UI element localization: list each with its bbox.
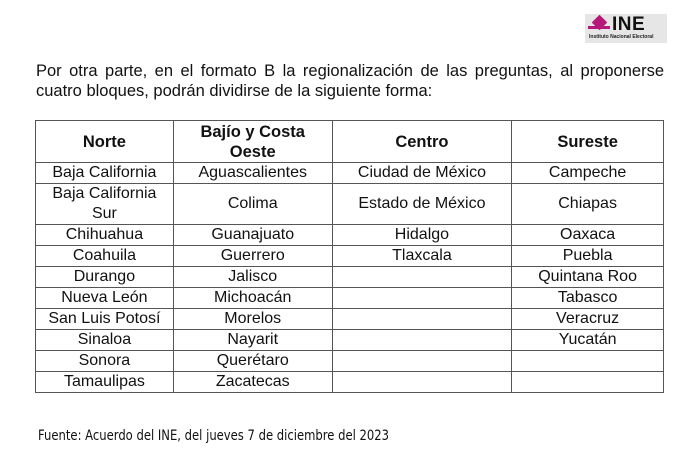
column-header: Bajío y Costa Oeste (172, 120, 333, 163)
table-cell: Quintana Roo (511, 266, 664, 288)
table-cell: Morelos (172, 308, 333, 330)
table-cell (331, 308, 513, 330)
table-cell: Baja California (35, 162, 174, 184)
column-header: Sureste (511, 120, 664, 163)
table-cell: Baja California Sur (35, 183, 174, 225)
intro-paragraph: Por otra parte, en el formato B la regio… (36, 62, 664, 100)
table-row: Baja California Aguascalientes Ciudad de M… (35, 162, 664, 184)
source-note: Fuente: Acuerdo del INE, del jueves 7 de… (38, 428, 390, 444)
regions-table: Norte Bajío y Costa Oeste Centro Sureste Ba… (35, 120, 664, 393)
table-row: Tamaulipas Zacatecas (35, 371, 664, 393)
table-cell: Veracruz (511, 308, 664, 330)
logo-subtitle: Instituto Nacional Electoral (589, 34, 654, 40)
table-cell: Ciudad de México (331, 162, 513, 184)
table-cell: Chihuahua (35, 224, 174, 246)
table-cell: Estado de México (331, 183, 513, 225)
table-cell (511, 350, 664, 372)
table-cell (331, 287, 513, 309)
table-cell: Guanajuato (172, 224, 333, 246)
table-header-row: Norte Bajío y Costa Oeste Centro Sureste (35, 120, 664, 163)
table-row: Durango Jalisco Quintana Roo (35, 266, 664, 288)
table-cell: Tamaulipas (35, 371, 174, 393)
table-cell (331, 266, 513, 288)
table-cell: Puebla (511, 245, 664, 267)
table-cell: Chiapas (511, 183, 664, 225)
table-cell: Querétaro (172, 350, 333, 372)
table-cell: Yucatán (511, 329, 664, 351)
table-cell: San Luis Potosí (35, 308, 174, 330)
table-cell: Campeche (511, 162, 664, 184)
table-cell: Tabasco (511, 287, 664, 309)
table-cell: Oaxaca (511, 224, 664, 246)
column-header: Norte (35, 120, 174, 163)
table-cell: Sinaloa (35, 329, 174, 351)
table-cell (331, 371, 513, 393)
table-cell: Nueva León (35, 287, 174, 309)
table-row: Nueva León Michoacán Tabasco (35, 287, 664, 309)
table-row: San Luis Potosí Morelos Veracruz (35, 308, 664, 330)
table-row: Baja California Sur Colima Estado de Méxic… (35, 183, 664, 225)
table-cell: Jalisco (172, 266, 333, 288)
table-cell: Coahuila (35, 245, 174, 267)
table-row: Chihuahua Guanajuato Hidalgo Oaxaca (35, 224, 664, 246)
table-cell: Aguascalientes (172, 162, 333, 184)
logo-text: INE (612, 14, 646, 35)
table-cell: Zacatecas (172, 371, 333, 393)
table-cell: Guerrero (172, 245, 333, 267)
table-row: Sinaloa Nayarit Yucatán (35, 329, 664, 351)
table-cell: Nayarit (172, 329, 333, 351)
table-cell (331, 329, 513, 351)
table-cell: Tlaxcala (331, 245, 513, 267)
table-cell: Hidalgo (331, 224, 513, 246)
table-row: Sonora Querétaro (35, 350, 664, 372)
table-cell: Sonora (35, 350, 174, 372)
column-header: Centro (331, 120, 513, 163)
table-cell (331, 350, 513, 372)
table-cell: Durango (35, 266, 174, 288)
table-cell (511, 371, 664, 393)
table-cell: Colima (172, 183, 333, 225)
table-cell: Michoacán (172, 287, 333, 309)
ine-logo: INE Instituto Nacional Electoral (585, 14, 667, 43)
table-row: Coahuila Guerrero Tlaxcala Puebla (35, 245, 664, 267)
